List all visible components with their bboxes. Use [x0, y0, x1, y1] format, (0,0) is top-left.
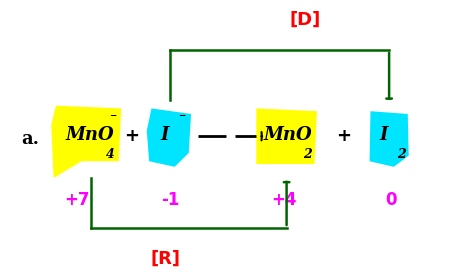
Text: +4: +4 [272, 191, 297, 209]
Text: [R]: [R] [151, 250, 180, 267]
Text: I: I [379, 126, 388, 144]
Text: +: + [336, 127, 351, 145]
Text: 0: 0 [386, 191, 397, 209]
Polygon shape [370, 111, 409, 167]
Text: [D]: [D] [289, 11, 321, 28]
Text: 4: 4 [106, 148, 115, 161]
Text: ⁻: ⁻ [178, 111, 186, 125]
Text: MnO: MnO [65, 126, 114, 144]
Polygon shape [256, 108, 317, 164]
Polygon shape [51, 106, 121, 178]
Text: 2: 2 [397, 148, 405, 161]
Text: a.: a. [21, 130, 39, 148]
Text: +7: +7 [64, 191, 89, 209]
Text: 2: 2 [303, 148, 312, 161]
Text: MnO: MnO [263, 126, 312, 144]
Polygon shape [147, 108, 191, 167]
Text: ⁻: ⁻ [110, 111, 117, 125]
Text: I: I [160, 126, 169, 144]
Text: +: + [124, 127, 139, 145]
Text: -1: -1 [161, 191, 179, 209]
